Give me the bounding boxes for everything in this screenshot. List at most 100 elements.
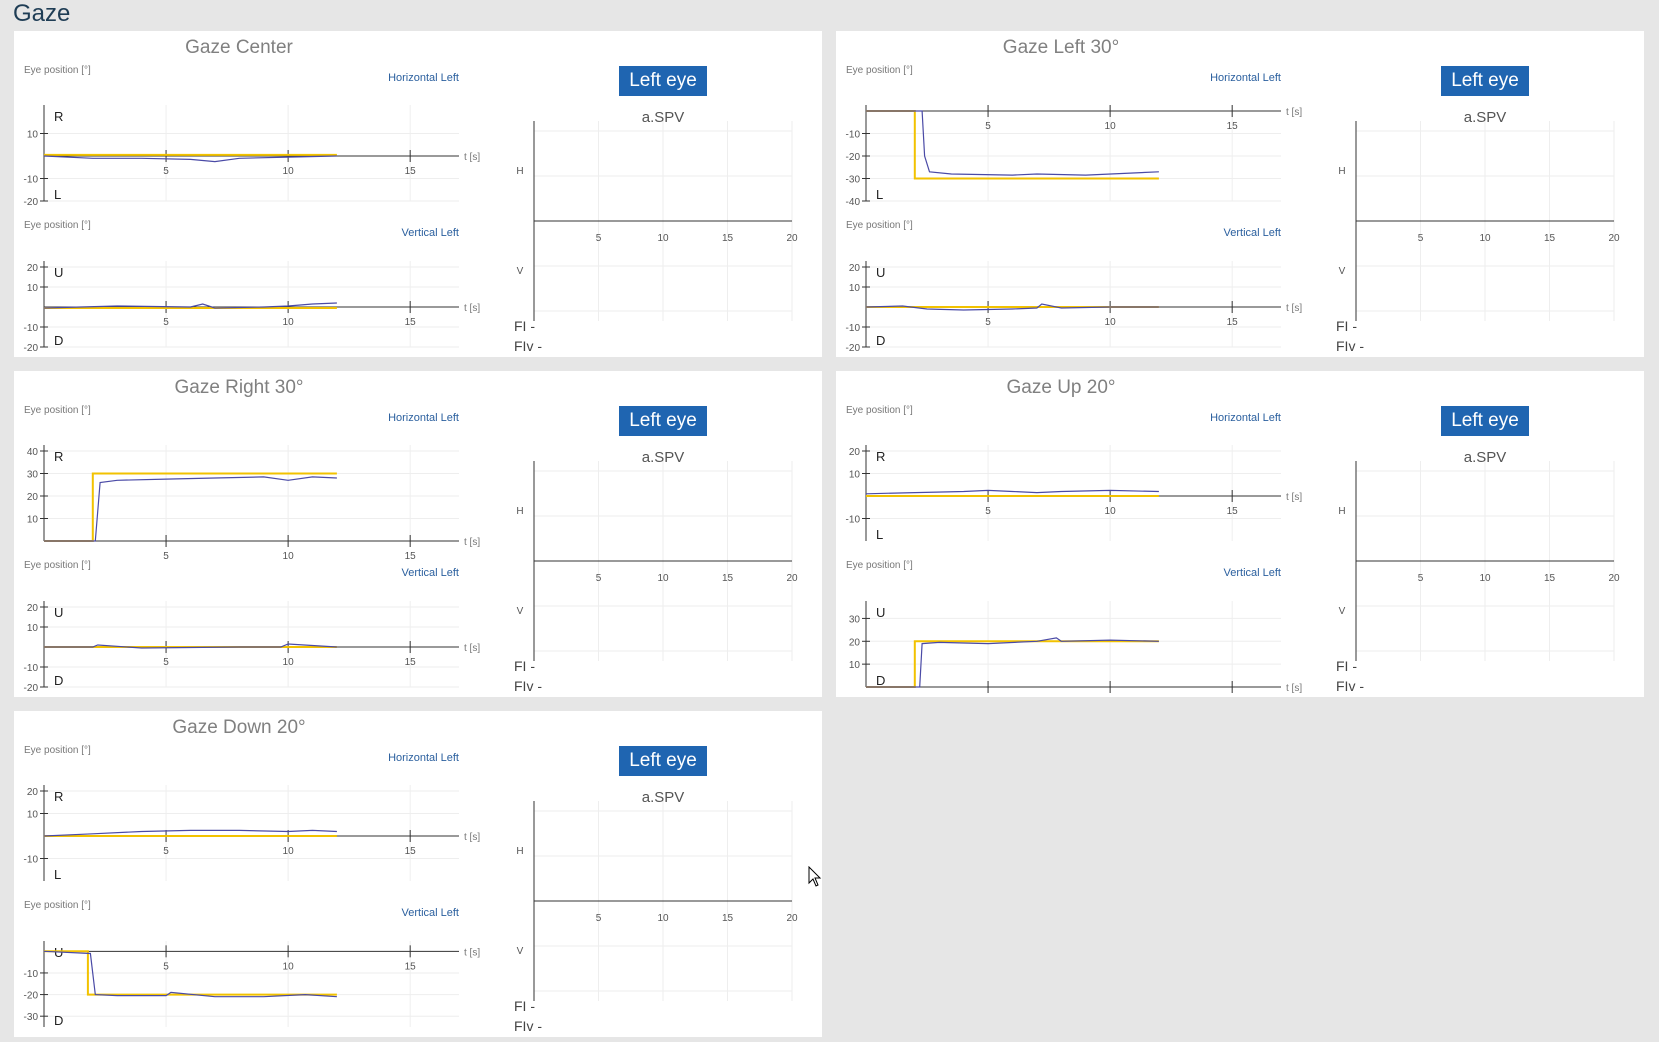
spv-h-label: H [1338, 506, 1345, 517]
mouse-cursor-icon [808, 866, 822, 887]
spv-x-tick-label: 20 [786, 233, 798, 244]
horizontal-series-label: Horizontal Left [1210, 72, 1281, 84]
panel-charts: Eye position [°] Horizontal Left t [s] 5 10 1… [24, 745, 798, 1028]
fi-label: FI - [514, 658, 535, 674]
spv-x-tick-label: 5 [1418, 233, 1424, 244]
fiv-label: FIv - [514, 678, 542, 694]
spv-v-label: V [517, 946, 524, 957]
spv-title: a.SPV [1463, 109, 1507, 126]
y-tick-label: -40 [846, 197, 861, 208]
y-tick-label: 10 [27, 515, 39, 526]
horizontal-series-label: Horizontal Left [1210, 412, 1281, 424]
spv-title: a.SPV [641, 449, 685, 466]
x-tick-label: 10 [283, 551, 295, 562]
vertical-series-label: Vertical Left [402, 227, 459, 239]
direction-label-bottom: L [54, 867, 61, 882]
eye-position-label: Eye position [°] [846, 560, 913, 571]
y-tick-label: 30 [27, 470, 39, 481]
y-tick-label: -30 [846, 175, 861, 186]
t-axis-label: t [s] [1286, 683, 1302, 694]
spv-x-tick-label: 10 [657, 913, 669, 924]
y-tick-label: 20 [27, 787, 39, 798]
t-axis-label: t [s] [1286, 492, 1302, 503]
direction-label-bottom: D [876, 333, 885, 348]
spv-x-tick-label: 5 [596, 913, 602, 924]
eye-position-label: Eye position [°] [846, 65, 913, 76]
y-tick-label: 10 [27, 810, 39, 821]
spv-x-tick-label: 15 [722, 233, 734, 244]
y-tick-label: -10 [846, 515, 861, 526]
spv-x-tick-label: 20 [1608, 573, 1620, 584]
x-tick-label: 5 [163, 961, 169, 972]
gaze-panel: Gaze Right 30° Left eye a.SPV FI - FIv - Eye … [14, 371, 822, 697]
eye-position-label: Eye position [°] [24, 745, 91, 756]
y-tick-label: 10 [849, 660, 861, 671]
y-tick-label: -30 [24, 1012, 39, 1023]
t-axis-label: t [s] [464, 537, 480, 548]
y-tick-label: 40 [27, 447, 39, 458]
y-tick-label: -10 [24, 323, 39, 334]
y-tick-label: -10 [846, 323, 861, 334]
spv-x-tick-label: 10 [1479, 233, 1491, 244]
fi-label: FI - [514, 318, 535, 334]
vertical-series-label: Vertical Left [1224, 567, 1281, 579]
left-eye-button[interactable]: Left eye [1441, 406, 1529, 436]
left-eye-button[interactable]: Left eye [619, 746, 707, 776]
y-tick-label: -10 [846, 130, 861, 141]
direction-label-top: U [54, 605, 63, 620]
direction-label-top: R [876, 449, 885, 464]
y-tick-label: 20 [849, 637, 861, 648]
x-tick-label: 15 [405, 846, 417, 857]
x-tick-label: 15 [405, 166, 417, 177]
eye-trace [865, 489, 1159, 495]
direction-label-bottom: D [54, 1013, 63, 1028]
direction-label-bottom: L [54, 187, 61, 202]
eye-trace [43, 302, 337, 309]
panel-charts: Eye position [°] Horizontal Left t [s] 5 10 1… [24, 65, 798, 354]
vertical-series-label: Vertical Left [402, 567, 459, 579]
spv-x-tick-label: 5 [596, 573, 602, 584]
direction-label-top: R [54, 789, 63, 804]
spv-x-tick-label: 10 [657, 233, 669, 244]
left-eye-button[interactable]: Left eye [1441, 66, 1529, 96]
x-tick-label: 10 [1105, 317, 1117, 328]
y-tick-label: 20 [27, 263, 39, 274]
panel-title: Gaze Up 20° [1006, 377, 1116, 398]
x-tick-label: 5 [163, 551, 169, 562]
spv-h-label: H [516, 846, 523, 857]
panel-title: Gaze Down 20° [172, 717, 306, 738]
y-tick-label: -20 [24, 197, 39, 208]
panel-charts: Eye position [°] Horizontal Left t [s] 5 10 1… [24, 405, 798, 694]
eye-trace [866, 637, 1159, 688]
left-eye-button[interactable]: Left eye [619, 406, 707, 436]
y-tick-label: 30 [849, 614, 861, 625]
vertical-series-label: Vertical Left [1224, 227, 1281, 239]
fiv-label: FIv - [514, 1018, 542, 1034]
spv-h-label: H [1338, 166, 1345, 177]
gaze-panel: Gaze Left 30° Left eye a.SPV FI - FIv - Eye p… [836, 31, 1644, 357]
direction-label-top: R [54, 449, 63, 464]
eye-trace [44, 476, 337, 542]
spv-v-label: V [1339, 606, 1346, 617]
y-tick-label: 10 [27, 623, 39, 634]
y-tick-label: -10 [24, 663, 39, 674]
spv-x-tick-label: 10 [657, 573, 669, 584]
t-axis-label: t [s] [464, 303, 480, 314]
left-eye-button[interactable]: Left eye [619, 66, 707, 96]
eye-position-label: Eye position [°] [24, 900, 91, 911]
panel-charts: Eye position [°] Horizontal Left t [s] 5 10 1… [846, 405, 1620, 694]
spv-x-tick-label: 15 [722, 573, 734, 584]
x-tick-label: 10 [1105, 121, 1117, 132]
fiv-label: FIv - [1336, 338, 1364, 354]
vertical-series-label: Vertical Left [402, 907, 459, 919]
y-tick-label: -20 [24, 683, 39, 694]
direction-label-bottom: D [876, 673, 885, 688]
horizontal-series-label: Horizontal Left [388, 752, 459, 764]
x-tick-label: 15 [405, 961, 417, 972]
x-tick-label: 15 [1227, 121, 1239, 132]
spv-x-tick-label: 15 [1544, 573, 1556, 584]
direction-label-top: U [876, 605, 885, 620]
eye-trace [43, 950, 337, 998]
direction-label-bottom: D [54, 333, 63, 348]
x-tick-label: 5 [985, 506, 991, 517]
